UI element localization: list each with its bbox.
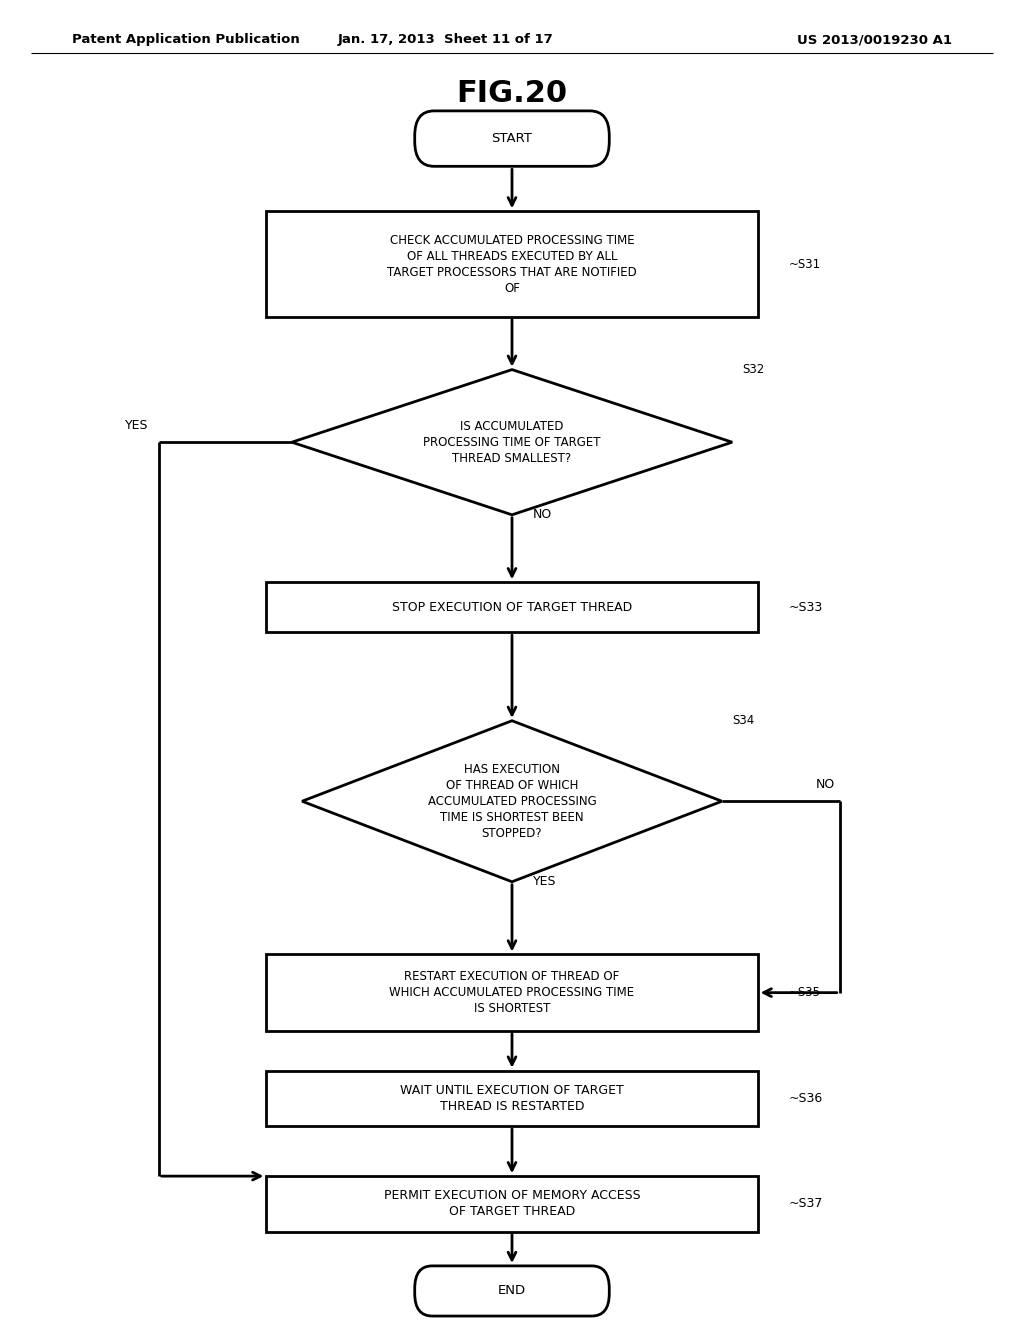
Bar bbox=[266, 211, 758, 317]
Text: US 2013/0019230 A1: US 2013/0019230 A1 bbox=[798, 33, 952, 46]
Text: FIG.20: FIG.20 bbox=[457, 79, 567, 108]
Text: S34: S34 bbox=[732, 714, 755, 727]
Text: ~S37: ~S37 bbox=[788, 1197, 823, 1210]
Text: NO: NO bbox=[532, 508, 552, 521]
Bar bbox=[266, 1176, 758, 1232]
Text: START: START bbox=[492, 132, 532, 145]
Text: ~S31: ~S31 bbox=[788, 257, 820, 271]
Text: ~S33: ~S33 bbox=[788, 601, 822, 614]
Text: WAIT UNTIL EXECUTION OF TARGET
THREAD IS RESTARTED: WAIT UNTIL EXECUTION OF TARGET THREAD IS… bbox=[400, 1084, 624, 1113]
Text: IS ACCUMULATED
PROCESSING TIME OF TARGET
THREAD SMALLEST?: IS ACCUMULATED PROCESSING TIME OF TARGET… bbox=[423, 420, 601, 465]
Text: YES: YES bbox=[532, 875, 556, 888]
Text: PERMIT EXECUTION OF MEMORY ACCESS
OF TARGET THREAD: PERMIT EXECUTION OF MEMORY ACCESS OF TAR… bbox=[384, 1189, 640, 1218]
Bar bbox=[266, 582, 758, 632]
Text: NO: NO bbox=[815, 777, 835, 791]
Text: S32: S32 bbox=[742, 363, 765, 376]
Text: HAS EXECUTION
OF THREAD OF WHICH
ACCUMULATED PROCESSING
TIME IS SHORTEST BEEN
ST: HAS EXECUTION OF THREAD OF WHICH ACCUMUL… bbox=[428, 763, 596, 840]
Text: RESTART EXECUTION OF THREAD OF
WHICH ACCUMULATED PROCESSING TIME
IS SHORTEST: RESTART EXECUTION OF THREAD OF WHICH ACC… bbox=[389, 970, 635, 1015]
Text: STOP EXECUTION OF TARGET THREAD: STOP EXECUTION OF TARGET THREAD bbox=[392, 601, 632, 614]
Text: END: END bbox=[498, 1284, 526, 1298]
FancyBboxPatch shape bbox=[415, 1266, 609, 1316]
Text: Patent Application Publication: Patent Application Publication bbox=[72, 33, 299, 46]
Text: CHECK ACCUMULATED PROCESSING TIME
OF ALL THREADS EXECUTED BY ALL
TARGET PROCESSO: CHECK ACCUMULATED PROCESSING TIME OF ALL… bbox=[387, 234, 637, 294]
Text: ~S36: ~S36 bbox=[788, 1092, 822, 1105]
FancyBboxPatch shape bbox=[415, 111, 609, 166]
Polygon shape bbox=[292, 370, 732, 515]
Text: ~S35: ~S35 bbox=[788, 986, 820, 999]
Text: YES: YES bbox=[125, 418, 148, 432]
Polygon shape bbox=[302, 721, 722, 882]
Bar bbox=[266, 954, 758, 1031]
Text: Jan. 17, 2013  Sheet 11 of 17: Jan. 17, 2013 Sheet 11 of 17 bbox=[338, 33, 553, 46]
Bar bbox=[266, 1071, 758, 1126]
